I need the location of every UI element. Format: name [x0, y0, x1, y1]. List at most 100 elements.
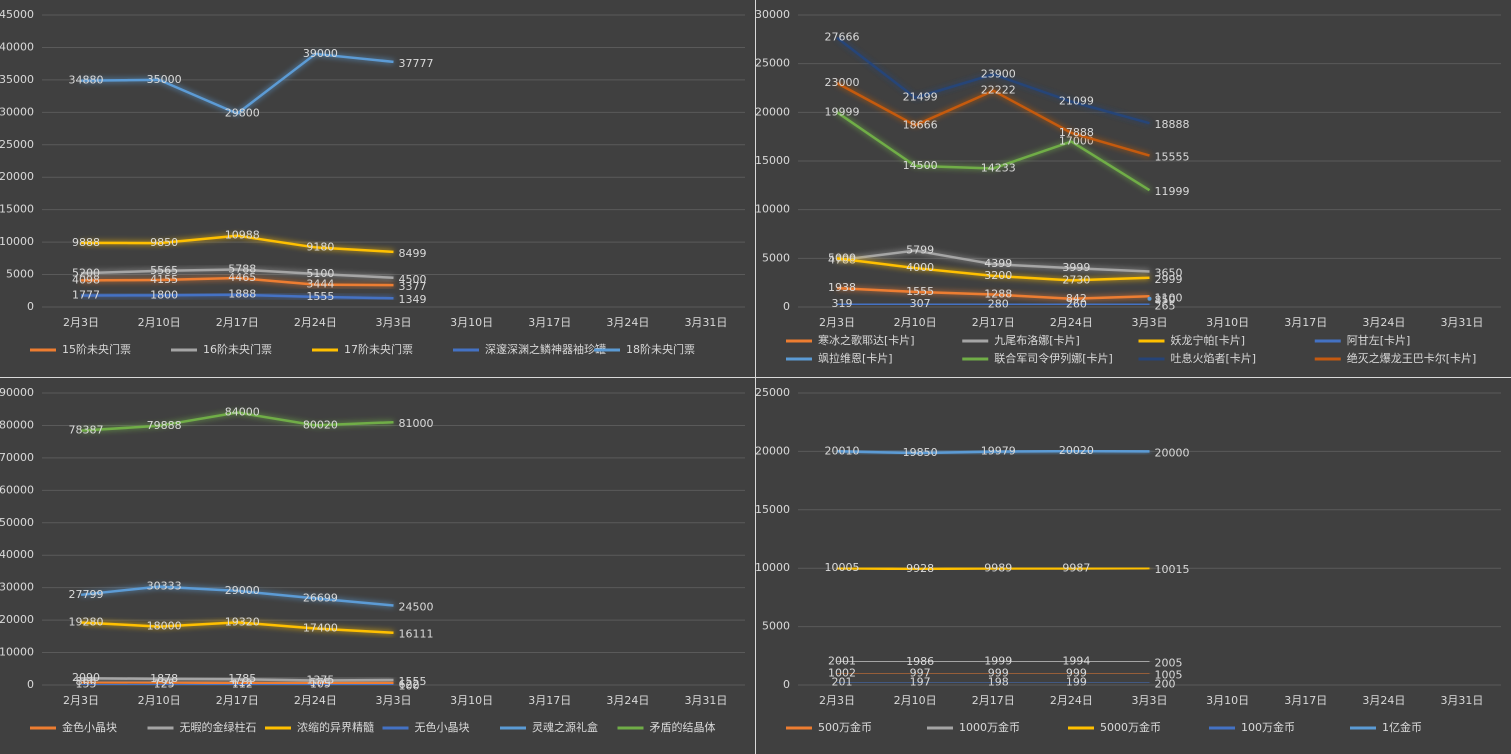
- x-tick-label: 2月17日: [972, 694, 1015, 707]
- data-label: 19999: [825, 105, 860, 118]
- data-label: 20020: [1059, 444, 1094, 457]
- data-label: 5200: [72, 266, 100, 279]
- legend-label: 阿甘左[卡片]: [1347, 334, 1411, 347]
- legend-label: 100万金币: [1241, 720, 1295, 734]
- data-label: 80020: [303, 418, 338, 431]
- y-tick-label: 0: [783, 678, 790, 691]
- x-tick-label: 2月17日: [216, 694, 259, 707]
- chart: 0 5000 10000 15000 20000 25000 30000 2月3日 2月10日 2…: [755, 8, 1501, 365]
- data-label: 3999: [1062, 261, 1090, 274]
- data-label: 79888: [147, 419, 182, 432]
- x-tick-label: 2月17日: [216, 316, 259, 329]
- series-line: [836, 257, 1150, 282]
- data-label: 105: [310, 678, 331, 691]
- data-label: 319: [832, 297, 853, 310]
- data-label: 3200: [984, 269, 1012, 282]
- series-line: [81, 676, 394, 682]
- y-tick-label: 60000: [0, 483, 34, 496]
- data-label: 35000: [147, 73, 182, 86]
- legend-label: 飒拉维恩[卡片]: [818, 351, 893, 365]
- y-tick-label: 35000: [0, 73, 34, 86]
- data-label: 1994: [1062, 655, 1090, 668]
- x-tick-label: 2月24日: [294, 694, 337, 707]
- x-tick-label: 3月24日: [606, 316, 649, 329]
- data-label: 1288: [984, 287, 1012, 300]
- data-label: 1002: [828, 666, 856, 679]
- series-line: [836, 36, 1150, 125]
- data-label: 280: [988, 297, 1009, 310]
- data-label: 23900: [981, 67, 1016, 80]
- y-tick-label: 20000: [755, 105, 790, 118]
- y-tick-label: 5000: [762, 620, 790, 633]
- y-tick-label: 10000: [755, 203, 790, 216]
- data-label: 2005: [1155, 657, 1183, 670]
- series-line: [836, 249, 1150, 273]
- y-tick-label: 10000: [0, 646, 34, 659]
- legend-label: 17阶未央门票: [344, 342, 413, 356]
- x-tick-label: 3月10日: [450, 694, 493, 707]
- data-label: 999: [1066, 666, 1087, 679]
- x-tick-label: 3月10日: [1206, 694, 1249, 707]
- data-label: 1999: [984, 655, 1012, 668]
- data-label: 2999: [1155, 273, 1183, 286]
- data-label: 4155: [150, 273, 178, 286]
- y-tick-label: 5000: [762, 251, 790, 264]
- legend-label: 九尾布洛娜[卡片]: [994, 333, 1080, 347]
- x-tick-label: 2月17日: [972, 316, 1015, 329]
- data-label: 197: [910, 676, 931, 689]
- data-label: 842: [1066, 292, 1087, 305]
- x-tick-label: 3月31日: [1440, 694, 1483, 707]
- data-label: 1005: [1155, 668, 1183, 681]
- data-label: 10005: [825, 561, 860, 574]
- series-line: [80, 621, 394, 634]
- data-label: 19320: [225, 615, 260, 628]
- data-label: 8499: [399, 247, 427, 260]
- data-label: 155: [76, 677, 97, 690]
- y-tick-label: 20000: [755, 444, 790, 457]
- data-label: 9888: [72, 236, 100, 249]
- series-line: [836, 286, 1150, 301]
- data-label: 23000: [825, 76, 860, 89]
- data-label: 21499: [903, 91, 938, 104]
- y-tick-label: 5000: [6, 268, 34, 281]
- y-tick-label: 0: [27, 678, 34, 691]
- legend-label: 无色小晶块: [415, 720, 470, 734]
- data-label: 26699: [303, 591, 338, 604]
- data-label: 15555: [1155, 151, 1190, 164]
- data-label: 11999: [1155, 185, 1190, 198]
- data-label: 84000: [225, 405, 260, 418]
- y-tick-label: 15000: [755, 503, 790, 516]
- series-line: [836, 82, 1150, 157]
- data-label: 78387: [69, 424, 104, 437]
- data-label: 24500: [399, 601, 434, 614]
- legend-label: 吐息火焰者[卡片]: [1171, 351, 1257, 365]
- data-label: 112: [232, 678, 253, 691]
- x-tick-label: 3月24日: [1362, 316, 1405, 329]
- legend-label: 15阶未央门票: [62, 342, 131, 356]
- data-label: 17888: [1059, 126, 1094, 139]
- data-label: 2001: [828, 655, 856, 668]
- data-label: 81000: [399, 417, 434, 430]
- data-label: 19280: [69, 615, 104, 628]
- data-label: 5100: [306, 267, 334, 280]
- data-label: 1555: [306, 290, 334, 303]
- x-tick-label: 2月10日: [138, 694, 181, 707]
- data-label: 27799: [69, 588, 104, 601]
- y-tick-label: 30000: [0, 105, 34, 118]
- legend-label: 浓缩的异界精髓: [297, 720, 374, 734]
- data-label: 18000: [147, 620, 182, 633]
- data-label: 5000: [828, 251, 856, 264]
- x-tick-label: 3月31日: [1440, 316, 1483, 329]
- data-label: 22222: [981, 84, 1016, 97]
- y-tick-label: 90000: [0, 386, 34, 399]
- data-label: 4098: [72, 273, 100, 286]
- legend-label: 500万金币: [818, 720, 872, 734]
- data-label: 5788: [228, 262, 256, 275]
- x-tick-label: 3月17日: [528, 316, 571, 329]
- x-tick-label: 3月17日: [528, 694, 571, 707]
- y-tick-label: 70000: [0, 451, 34, 464]
- legend-label: 灵魂之源礼盒: [532, 720, 598, 734]
- series-line: [837, 449, 1150, 455]
- y-tick-label: 25000: [0, 138, 34, 151]
